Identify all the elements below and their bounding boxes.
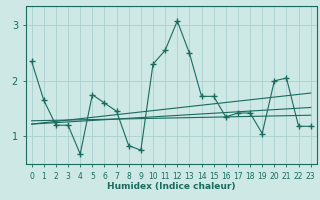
X-axis label: Humidex (Indice chaleur): Humidex (Indice chaleur) [107, 182, 236, 191]
